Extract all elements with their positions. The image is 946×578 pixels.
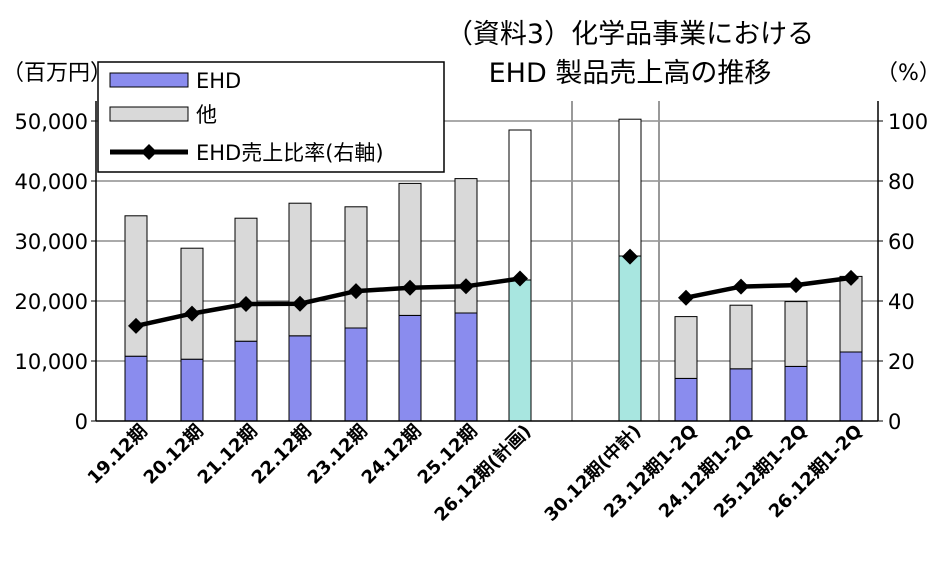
right-axis-unit: （%） bbox=[876, 61, 941, 86]
y-right-tick-label: 60 bbox=[888, 230, 915, 254]
bar-ehd bbox=[288, 335, 312, 422]
ratio-marker bbox=[458, 278, 474, 295]
bar-ehd bbox=[234, 340, 258, 422]
ratio-marker bbox=[678, 289, 694, 306]
legend-label-ratio: EHD売上比率(右軸) bbox=[196, 141, 384, 165]
legend-swatch-marker bbox=[141, 144, 157, 160]
legend-label-other: 他 bbox=[196, 103, 217, 127]
ratio-marker bbox=[843, 269, 859, 286]
legend-swatch-other bbox=[109, 106, 189, 122]
legend: EHD 他 EHD売上比率(右軸) bbox=[97, 61, 445, 173]
bar-ehd bbox=[784, 365, 808, 422]
bar-ehd bbox=[124, 355, 148, 422]
ratio-marker bbox=[128, 317, 144, 334]
category-label: 26.12期(計画) bbox=[430, 420, 536, 526]
category-label: 24.12期 bbox=[358, 421, 426, 489]
y-left-tick-label: 40,000 bbox=[15, 170, 88, 194]
bar-ehd bbox=[398, 314, 422, 422]
ratio-marker bbox=[402, 279, 418, 296]
ratio-marker bbox=[733, 278, 749, 295]
ratio-marker bbox=[292, 295, 308, 312]
bar-ehd bbox=[180, 358, 204, 422]
y-right-tick-label: 100 bbox=[888, 110, 928, 134]
bar-ehd bbox=[508, 279, 532, 422]
bar-ehd bbox=[729, 368, 753, 422]
ratio-line bbox=[128, 248, 859, 334]
bar-ehd bbox=[344, 327, 368, 422]
y-right-tick-label: 20 bbox=[888, 350, 915, 374]
bar-other bbox=[674, 316, 698, 379]
y-right-tick-label: 40 bbox=[888, 290, 915, 314]
left-axis-unit: （百万円） bbox=[2, 61, 112, 86]
bar-ehd bbox=[618, 255, 642, 422]
y-left-tick-label: 50,000 bbox=[15, 110, 88, 134]
bar-other bbox=[839, 275, 863, 353]
chart-title-line2: EHD 製品売上高の推移 bbox=[489, 58, 772, 89]
bar-other bbox=[729, 304, 753, 370]
bar-ehd bbox=[454, 312, 478, 422]
ratio-marker bbox=[788, 277, 804, 294]
bar-ehd bbox=[839, 351, 863, 422]
bar-other bbox=[234, 217, 258, 342]
bar-other bbox=[180, 247, 204, 360]
bar-other bbox=[288, 202, 312, 337]
bar-other bbox=[344, 206, 368, 329]
y-left-tick-label: 0 bbox=[75, 410, 88, 434]
y-left-tick-label: 30,000 bbox=[15, 230, 88, 254]
ratio-marker bbox=[348, 283, 364, 300]
legend-label-ehd: EHD bbox=[196, 69, 241, 93]
ratio-marker bbox=[512, 270, 528, 287]
bar-other bbox=[454, 178, 478, 314]
bar-ehd bbox=[674, 377, 698, 422]
axes: 0 10,000 20,000 30,000 40,000 50,000 0 20 40 60 80… bbox=[15, 101, 928, 434]
chart-title-line1: （資料3）化学品事業における bbox=[446, 19, 814, 50]
ratio-marker bbox=[622, 248, 638, 265]
ratio-line-segment bbox=[135, 276, 521, 329]
bar-other bbox=[508, 129, 532, 281]
category-label: 22.12期 bbox=[248, 421, 316, 489]
bars bbox=[124, 118, 863, 422]
bar-other bbox=[618, 118, 642, 257]
bar-other bbox=[398, 182, 422, 316]
y-left-tick-label: 20,000 bbox=[15, 290, 88, 314]
category-labels: 19.12期20.12期21.12期22.12期23.12期24.12期25.1… bbox=[84, 420, 867, 526]
ratio-marker bbox=[184, 305, 200, 322]
category-label: 19.12期 bbox=[84, 421, 152, 489]
ratio-marker bbox=[238, 296, 254, 312]
bar-other bbox=[784, 301, 808, 367]
category-label: 30.12期(中計) bbox=[540, 420, 646, 526]
ratio-line-segment bbox=[685, 275, 852, 300]
legend-swatch-ehd bbox=[109, 72, 189, 88]
y-right-tick-label: 0 bbox=[888, 410, 901, 434]
y-left-tick-label: 10,000 bbox=[15, 350, 88, 374]
bar-other bbox=[124, 215, 148, 357]
y-right-tick-label: 80 bbox=[888, 170, 915, 194]
